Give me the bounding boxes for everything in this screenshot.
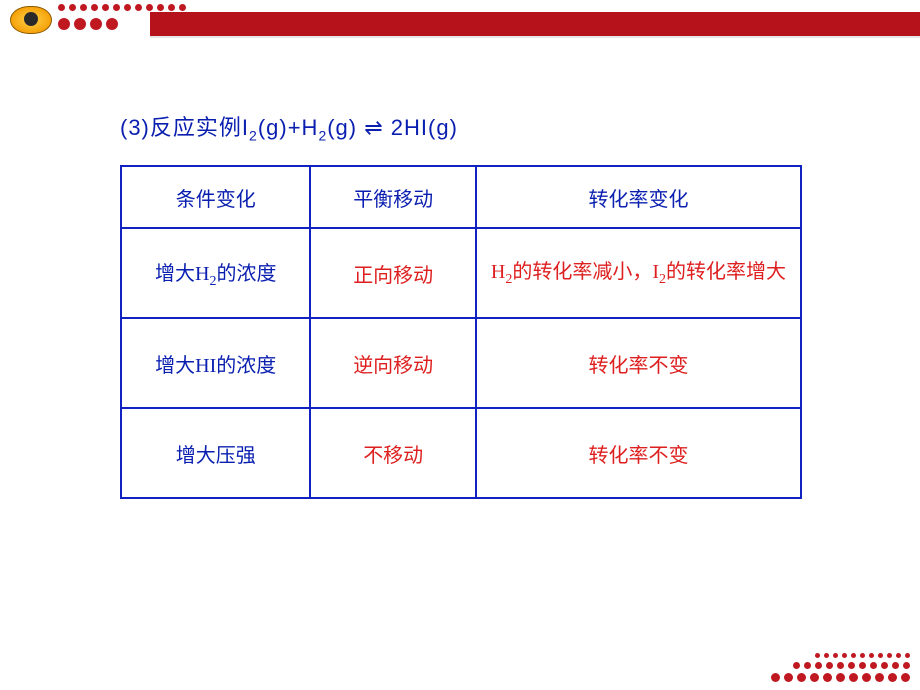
decor-dot (826, 662, 833, 669)
title-sub2: 2 (318, 127, 327, 143)
logo-badge (10, 6, 52, 34)
decor-dot (851, 653, 856, 658)
cell-condition: 增大压强 (121, 408, 310, 498)
cell-shift: 逆向移动 (310, 318, 475, 408)
decor-dot (58, 4, 65, 11)
decor-dot (135, 4, 142, 11)
bottom-dot-row (771, 653, 910, 658)
header-condition: 条件变化 (121, 166, 310, 228)
decor-dot (881, 662, 888, 669)
decor-dot (815, 662, 822, 669)
title-mid1: (g)+H (258, 115, 319, 140)
decor-dot (804, 662, 811, 669)
decor-dot (146, 4, 153, 11)
decor-dot (69, 4, 76, 11)
table-header-row: 条件变化 平衡移动 转化率变化 (121, 166, 801, 228)
decor-dot (91, 4, 98, 11)
decor-dot (848, 662, 855, 669)
decor-dot (124, 4, 131, 11)
decor-dot (849, 673, 858, 682)
decor-dot (836, 673, 845, 682)
decor-dot (102, 4, 109, 11)
decor-dot (74, 18, 86, 30)
decor-dot (784, 673, 793, 682)
cell-condition: 增大HI的浓度 (121, 318, 310, 408)
equilibrium-table: 条件变化 平衡移动 转化率变化 增大H2的浓度正向移动H2的转化率减小，I2的转… (120, 165, 802, 499)
decor-dot (859, 662, 866, 669)
logo-eye-icon (24, 12, 38, 26)
title-prefix: (3)反应实例I (120, 115, 249, 140)
decor-dot (810, 673, 819, 682)
top-red-bar (150, 12, 920, 38)
decor-dot (113, 4, 120, 11)
decor-dot (901, 673, 910, 682)
top-big-dot-row (58, 18, 118, 30)
top-decoration (0, 0, 920, 48)
title-tail: 2HI(g) (391, 115, 458, 140)
decor-dot (878, 653, 883, 658)
decor-dot (157, 4, 164, 11)
decor-dot (862, 673, 871, 682)
decor-dot (106, 18, 118, 30)
table-body: 增大H2的浓度正向移动H2的转化率减小，I2的转化率增大增大HI的浓度逆向移动转… (121, 228, 801, 498)
title-arrow: ⇌ (357, 115, 391, 140)
decor-dot (793, 662, 800, 669)
decor-dot (869, 653, 874, 658)
decor-dot (837, 662, 844, 669)
decor-dot (896, 653, 901, 658)
decor-dot (833, 653, 838, 658)
slide-title: (3)反应实例I2(g)+H2(g) ⇌ 2HI(g) (120, 110, 820, 143)
decor-dot (892, 662, 899, 669)
cell-shift: 不移动 (310, 408, 475, 498)
table-row: 增大压强不移动转化率不变 (121, 408, 801, 498)
cell-condition: 增大H2的浓度 (121, 228, 310, 318)
header-rate: 转化率变化 (476, 166, 801, 228)
table-row: 增大HI的浓度逆向移动转化率不变 (121, 318, 801, 408)
cell-rate: 转化率不变 (476, 408, 801, 498)
cell-shift: 正向移动 (310, 228, 475, 318)
decor-dot (168, 4, 175, 11)
decor-dot (90, 18, 102, 30)
decor-dot (797, 673, 806, 682)
decor-dot (887, 653, 892, 658)
decor-dot (815, 653, 820, 658)
title-sub1: 2 (249, 127, 258, 143)
decor-dot (179, 4, 186, 11)
decor-dot (842, 653, 847, 658)
decor-dot (824, 653, 829, 658)
decor-dot (888, 673, 897, 682)
bottom-dot-row (771, 673, 910, 682)
decor-dot (80, 4, 87, 11)
slide-content: (3)反应实例I2(g)+H2(g) ⇌ 2HI(g) 条件变化 平衡移动 转化… (120, 110, 820, 499)
header-shift: 平衡移动 (310, 166, 475, 228)
decor-dot (870, 662, 877, 669)
decor-dot (903, 662, 910, 669)
bottom-dot-row (771, 662, 910, 669)
decor-dot (823, 673, 832, 682)
decor-dot (875, 673, 884, 682)
decor-dot (905, 653, 910, 658)
cell-rate: 转化率不变 (476, 318, 801, 408)
top-small-dot-row (58, 4, 186, 11)
bottom-decoration (771, 649, 910, 682)
decor-dot (771, 673, 780, 682)
title-mid2: (g) (327, 115, 357, 140)
cell-rate: H2的转化率减小，I2的转化率增大 (476, 228, 801, 318)
table-row: 增大H2的浓度正向移动H2的转化率减小，I2的转化率增大 (121, 228, 801, 318)
decor-dot (860, 653, 865, 658)
decor-dot (58, 18, 70, 30)
